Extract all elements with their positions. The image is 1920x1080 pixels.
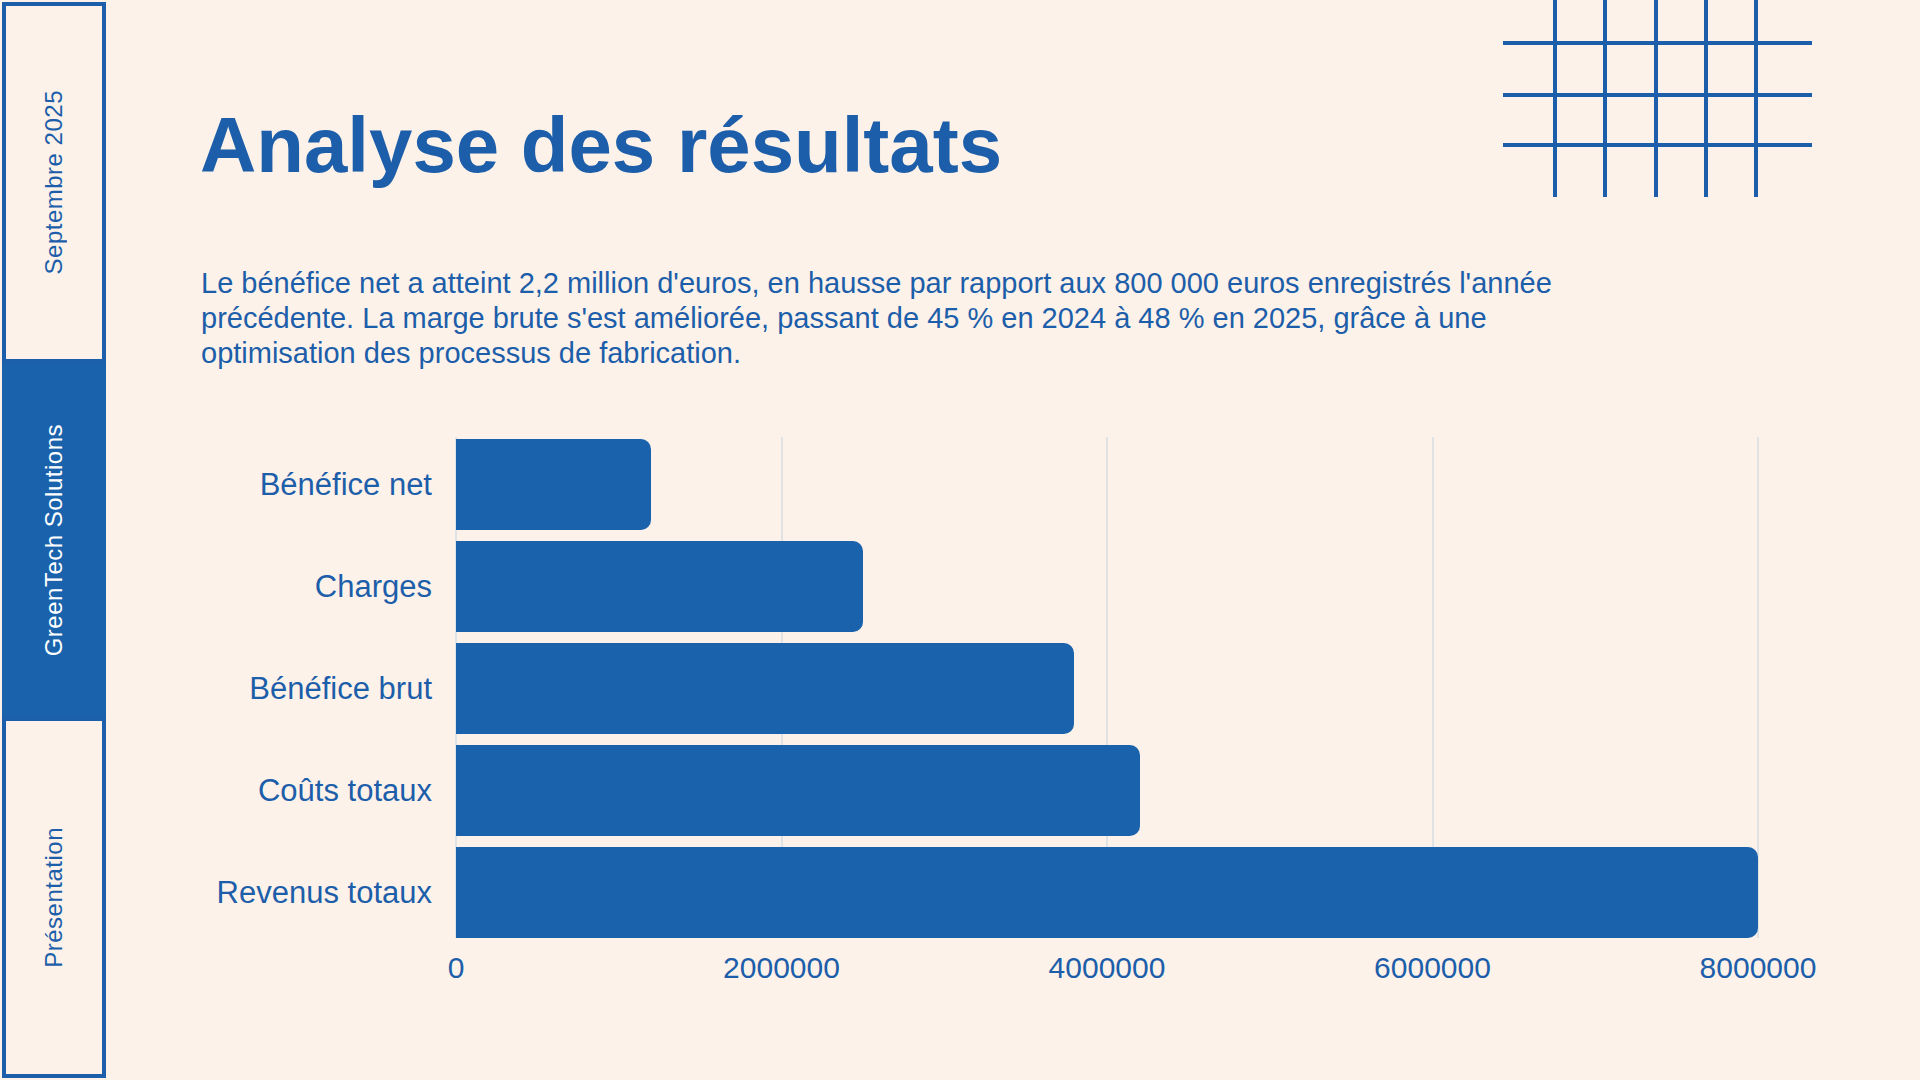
chart-category-label: Revenus totaux [140, 847, 432, 938]
chart-category-label: Charges [140, 541, 432, 632]
chart-plot-area: 02000000400000060000008000000 [456, 437, 1758, 938]
chart-category-labels: Bénéfice net Charges Bénéfice brut Coûts to… [140, 437, 432, 938]
sidebar-company-label: GreenTech Solutions [40, 424, 68, 656]
body-paragraph: Le bénéfice net a atteint 2,2 million d'… [201, 266, 1552, 371]
chart-bar [456, 847, 1758, 938]
chart-bar [456, 643, 1074, 734]
x-axis-tick-label: 0 [448, 951, 465, 985]
sidebar-presentation-label: Présentation [40, 827, 68, 968]
bar-chart: Bénéfice net Charges Bénéfice brut Coûts to… [140, 437, 1758, 997]
paragraph-line: optimisation des processus de fabricatio… [201, 336, 1552, 371]
x-axis-tick-label: 8000000 [1700, 951, 1817, 985]
sidebar-date-label: Septembre 2025 [40, 90, 68, 274]
sidebar-section-presentation: Présentation [2, 717, 106, 1078]
decorative-grid-pattern [1503, 0, 1812, 199]
chart-bar [456, 745, 1140, 836]
chart-category-label: Bénéfice net [140, 439, 432, 530]
chart-category-label: Bénéfice brut [140, 643, 432, 734]
chart-bar [456, 541, 863, 632]
paragraph-line: Le bénéfice net a atteint 2,2 million d'… [201, 266, 1552, 301]
paragraph-line: précédente. La marge brute s'est amélior… [201, 301, 1552, 336]
chart-bar [456, 439, 651, 530]
sidebar: Septembre 2025 GreenTech Solutions Prése… [2, 2, 106, 1078]
sidebar-section-date: Septembre 2025 [2, 2, 106, 363]
x-axis-tick-label: 4000000 [1049, 951, 1166, 985]
chart-category-label: Coûts totaux [140, 745, 432, 836]
page-title: Analyse des résultats [200, 106, 1002, 184]
sidebar-section-company: GreenTech Solutions [2, 363, 106, 716]
x-axis-tick-label: 6000000 [1374, 951, 1491, 985]
x-axis-tick-label: 2000000 [723, 951, 840, 985]
